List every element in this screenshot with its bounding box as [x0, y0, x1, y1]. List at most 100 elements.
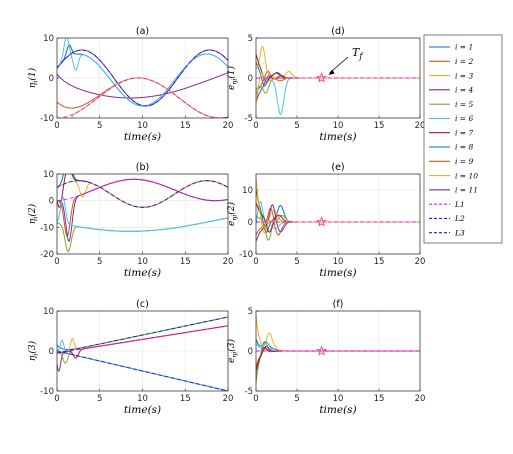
tick-label-y: -10	[40, 387, 54, 397]
y-axis-label: eηi(1)	[226, 65, 239, 90]
y-axis-label: eηi(3)	[226, 338, 239, 363]
series-line	[57, 178, 228, 202]
panel-title: (b)	[136, 162, 149, 173]
tick-label-y: 10	[43, 307, 54, 317]
tick-label-x: 20	[415, 121, 426, 131]
tick-label-x: 5	[294, 394, 299, 404]
axes-frame	[56, 173, 229, 255]
tick-label-x: 10	[333, 394, 344, 404]
tick-label-y: 0	[49, 197, 54, 207]
series-line	[57, 325, 228, 354]
series-line	[57, 180, 228, 208]
legend-entry-label: i = 3	[455, 71, 473, 80]
y-axis-label: eηi(2)	[226, 201, 239, 226]
axes-frame	[255, 310, 421, 392]
y-axis-label: ηi(1)	[27, 67, 40, 88]
series-line	[57, 196, 228, 232]
x-axis-label: time(s)	[319, 404, 356, 416]
tick-label-x: 15	[180, 394, 191, 404]
legend-entry-label: L2	[454, 214, 465, 223]
panel-title: (a)	[136, 26, 149, 37]
y-axis-label: ηi(2)	[27, 203, 40, 224]
legend-entry-label: L1	[454, 200, 465, 209]
convergence-star-marker	[316, 216, 328, 227]
axes-frame	[56, 37, 229, 119]
legend: i = 1 i = 2 i = 3 i = 4 i = 5 i = 6 i = 7 i = 8…	[423, 34, 503, 244]
legend-entry-label: i = 4	[455, 86, 473, 95]
tick-label-x: 0	[253, 394, 258, 404]
legend-entry-label: i = 11	[455, 186, 478, 195]
legend-entry-label: L3	[454, 228, 465, 237]
x-axis-label: time(s)	[124, 404, 161, 416]
convergence-star-marker	[316, 72, 328, 83]
tick-label-y: 0	[248, 218, 253, 228]
convergence-star-marker	[316, 345, 328, 356]
axes-frame	[56, 310, 229, 392]
tick-label-y: 5	[248, 34, 253, 44]
tick-label-x: 10	[137, 394, 148, 404]
series-line	[57, 38, 228, 107]
tick-label-x: 10	[333, 121, 344, 131]
tick-label-x: 20	[415, 394, 426, 404]
tick-label-y: 10	[43, 170, 54, 180]
tick-label-x: 10	[333, 257, 344, 267]
tick-label-y: 0	[49, 347, 54, 357]
legend-entry-label: i = 5	[455, 100, 473, 109]
tick-label-x: 15	[374, 394, 385, 404]
tick-label-x: 20	[223, 394, 234, 404]
legend-entry-label: i = 10	[455, 171, 478, 180]
tick-label-y: -10	[40, 223, 54, 233]
tick-label-x: 20	[415, 257, 426, 267]
tick-label-y: -10	[239, 250, 253, 260]
annotation-arrow	[329, 56, 349, 74]
tick-label-y: 0	[49, 74, 54, 84]
panel-title: (e)	[331, 162, 344, 173]
tick-label-x: 0	[54, 257, 59, 267]
tick-label-y: 10	[242, 186, 253, 196]
tick-label-x: 0	[54, 121, 59, 131]
tick-label-x: 15	[374, 257, 385, 267]
x-axis-label: time(s)	[124, 267, 161, 279]
x-axis-label: time(s)	[319, 131, 356, 143]
axes-frame	[255, 173, 421, 255]
tick-label-x: 5	[97, 257, 102, 267]
panel-b: 0 5 10 15 20 10 0 -10 -20 (b) time(s) ηi(2)	[27, 162, 234, 279]
tick-label-x: 15	[374, 121, 385, 131]
series-line	[57, 350, 228, 391]
series-line	[57, 49, 228, 107]
x-axis-label: time(s)	[124, 131, 161, 143]
tick-label-x: 15	[180, 121, 191, 131]
legend-entry-label: i = 6	[455, 114, 473, 123]
tick-label-x: 0	[253, 257, 258, 267]
tick-label-x: 20	[223, 257, 234, 267]
tick-label-x: 0	[54, 394, 59, 404]
tick-label-y: -20	[40, 250, 54, 260]
series-line	[57, 77, 228, 118]
panel-title: (d)	[331, 26, 344, 37]
tick-label-y: 0	[248, 347, 253, 357]
axes-frame	[255, 37, 421, 119]
tick-label-y: 0	[248, 74, 253, 84]
tick-label-y: -10	[40, 114, 54, 124]
tick-label-y: 10	[43, 34, 54, 44]
series-line	[57, 316, 228, 354]
series-line	[57, 72, 228, 99]
legend-entry-label: i = 1	[455, 43, 473, 52]
tick-label-x: 5	[97, 394, 102, 404]
legend-entry-label: i = 7	[455, 128, 473, 137]
tick-label-y: -5	[245, 114, 253, 124]
tick-label-x: 5	[294, 121, 299, 131]
y-axis-label: ηi(3)	[27, 340, 40, 361]
tick-label-y: -5	[245, 387, 253, 397]
tick-label-x: 5	[294, 257, 299, 267]
legend-box	[423, 34, 503, 244]
tick-label-x: 10	[137, 121, 148, 131]
legend-entry-label: i = 8	[455, 143, 473, 152]
panel-title: (c)	[136, 299, 149, 310]
x-axis-label: time(s)	[319, 267, 356, 279]
